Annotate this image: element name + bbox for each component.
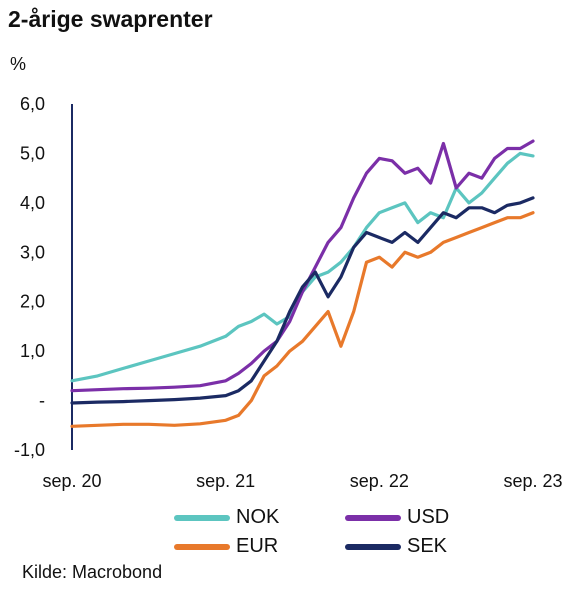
series-line-sek <box>70 196 535 405</box>
x-tick-label: sep. 23 <box>503 471 562 491</box>
y-axis-unit: % <box>10 54 27 74</box>
y-tick-label: 3,0 <box>20 242 45 262</box>
y-tick-label: - <box>39 391 45 411</box>
y-tick-label: -1,0 <box>14 440 45 460</box>
chart-title: 2-årige swaprenter <box>8 6 213 32</box>
y-tick-label: 5,0 <box>20 143 45 163</box>
y-tick-label: 4,0 <box>20 193 45 213</box>
x-tick-label: sep. 22 <box>350 471 409 491</box>
y-tick-label: 1,0 <box>20 341 45 361</box>
series-line-eur <box>70 211 535 428</box>
y-tick-label: 6,0 <box>20 94 45 114</box>
series-line-nok <box>70 151 535 383</box>
x-tick-label: sep. 20 <box>42 471 101 491</box>
y-tick-label: 2,0 <box>20 292 45 312</box>
series-line-usd <box>70 139 535 393</box>
x-tick-label: sep. 21 <box>196 471 255 491</box>
source-note: Kilde: Macrobond <box>22 562 163 582</box>
